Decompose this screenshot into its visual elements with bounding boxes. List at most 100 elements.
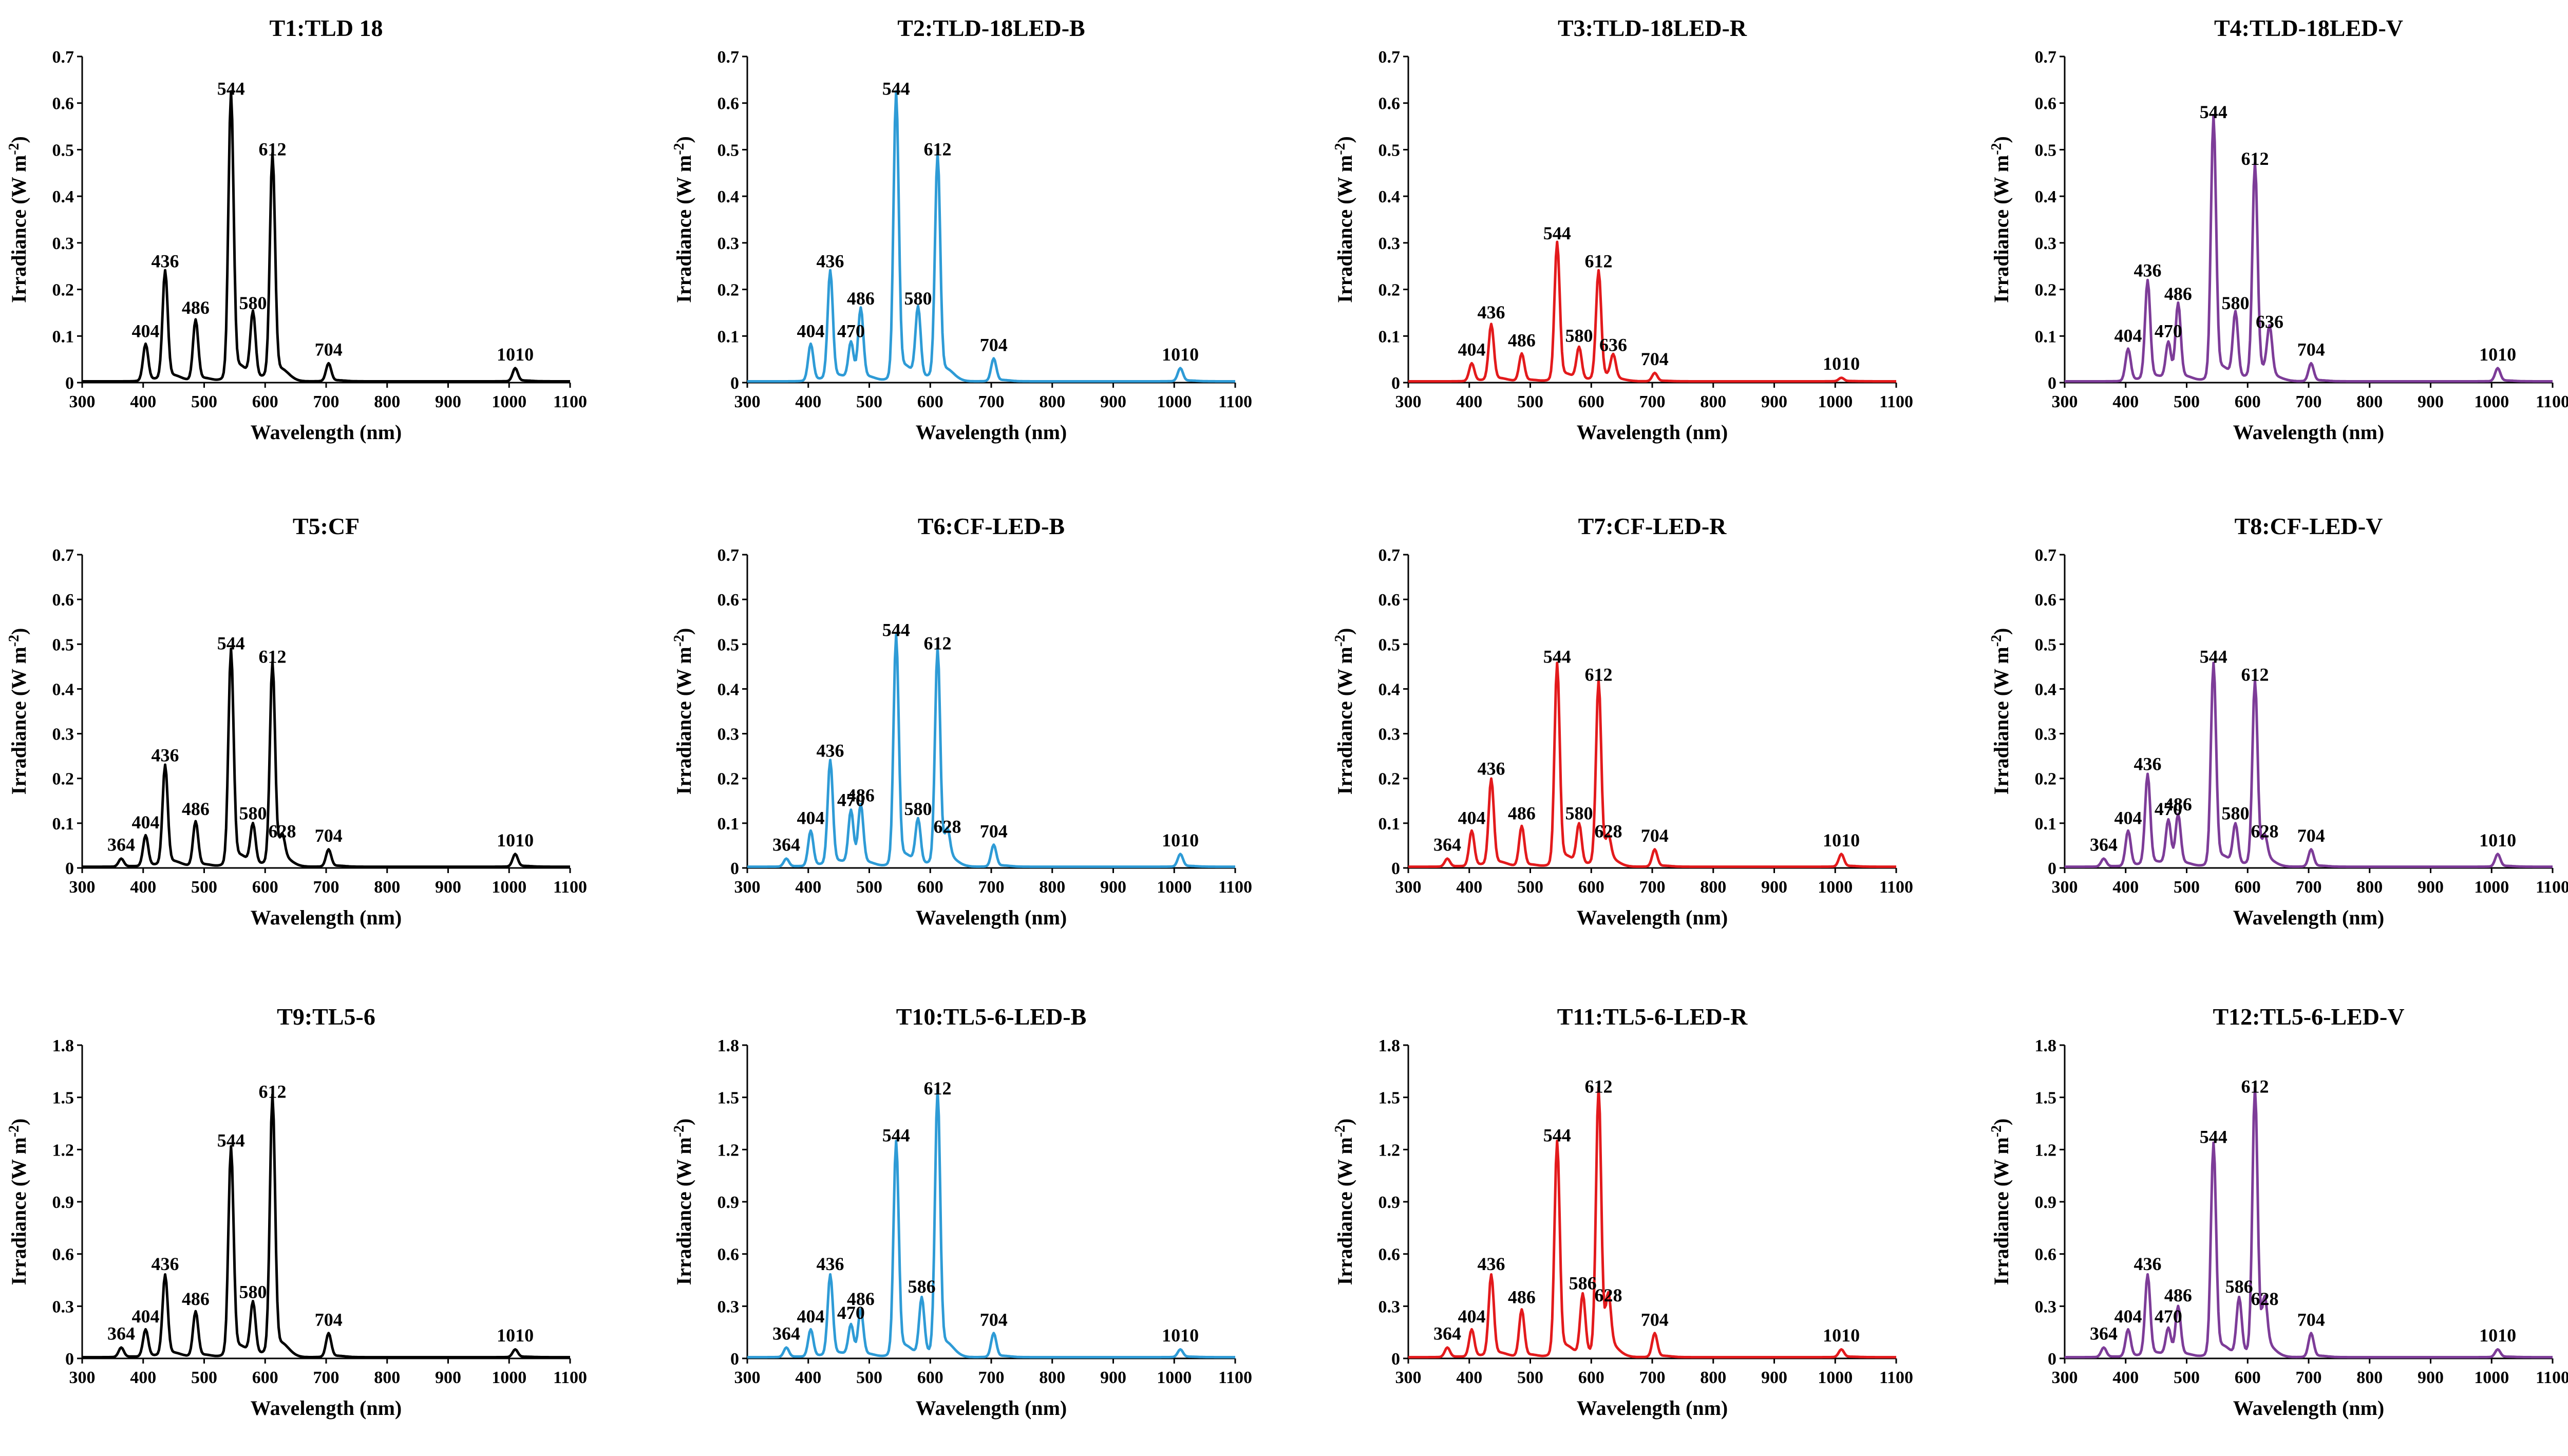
spectrum-line: [1408, 661, 1897, 868]
y-tick-label: 0.2: [2035, 770, 2057, 789]
x-tick-label: 1000: [2474, 1368, 2509, 1387]
y-tick-label: 0.9: [2035, 1193, 2057, 1212]
x-tick-label: 300: [734, 392, 761, 411]
x-tick-label: 400: [2112, 392, 2139, 411]
y-tick-label: 0.4: [52, 187, 74, 206]
peak-label-586: 586: [908, 1276, 936, 1297]
panel-title: T6:CF-LED-B: [918, 513, 1065, 539]
x-axis-label: Wavelength (nm): [916, 906, 1067, 929]
peak-label-486: 486: [1508, 1287, 1536, 1308]
peak-label-486: 486: [182, 1289, 210, 1309]
x-tick-label: 500: [191, 392, 217, 411]
peak-label-486: 486: [1508, 330, 1536, 351]
peak-label-612: 612: [1585, 251, 1613, 271]
peak-label-436: 436: [1478, 758, 1505, 779]
x-tick-label: 600: [252, 1368, 278, 1387]
x-tick-label: 800: [374, 1368, 400, 1387]
peak-label-1010: 1010: [497, 1325, 534, 1346]
peak-label-704: 704: [2297, 339, 2325, 360]
x-tick-label: 700: [2296, 878, 2322, 897]
x-tick-label: 500: [1517, 392, 1543, 411]
y-axis-label: Irradiance (W m-2): [1332, 628, 1356, 795]
x-tick-label: 300: [69, 878, 96, 897]
peak-label-1010: 1010: [1823, 830, 1860, 850]
x-tick-label: 800: [1700, 878, 1726, 897]
y-tick-label: 0.5: [717, 635, 740, 654]
peak-label-486: 486: [2164, 1285, 2192, 1306]
y-tick-label: 0.6: [1379, 94, 1401, 114]
peak-label-1010: 1010: [497, 344, 534, 365]
peak-label-470: 470: [837, 789, 865, 810]
x-tick-label: 600: [1578, 1368, 1604, 1387]
panel-2: T2:TLD-18LED-B 0 0.1 0.2 0.3 0.4 0.5 0.6 0.7 300 4…: [671, 15, 1252, 444]
y-tick-label: 0.9: [1379, 1193, 1401, 1212]
spectrum-line: [1408, 240, 1897, 383]
y-axis-label: Irradiance (W m-2): [1989, 1119, 2013, 1285]
y-axis-label: Irradiance (W m-2): [6, 628, 30, 795]
x-tick-label: 500: [191, 1368, 217, 1387]
peak-label-470: 470: [837, 1302, 865, 1323]
y-tick-label: 0: [1391, 374, 1400, 393]
y-tick-label: 0: [2048, 1350, 2056, 1369]
x-tick-label: 400: [2112, 1368, 2139, 1387]
y-tick-label: 0.9: [717, 1193, 740, 1212]
x-tick-label: 400: [1456, 392, 1482, 411]
panel-11: T11:TL5-6-LED-R 0 0.3 0.6 0.9 1.2 1.5 1.8 300 400…: [1332, 1004, 1913, 1420]
x-tick-label: 1000: [1818, 392, 1853, 411]
x-tick-label: 1100: [553, 1368, 587, 1387]
peak-label-704: 704: [980, 335, 1008, 355]
peak-label-404: 404: [132, 320, 160, 341]
peak-label-436: 436: [1478, 1254, 1505, 1274]
peak-label-470: 470: [2155, 320, 2182, 341]
x-axis-label: Wavelength (nm): [251, 1396, 402, 1420]
y-tick-label: 0.4: [2035, 680, 2057, 699]
y-tick-label: 0: [65, 1350, 74, 1369]
y-tick-label: 1.2: [717, 1141, 740, 1160]
peak-label-704: 704: [980, 821, 1008, 841]
peak-label-486: 486: [2164, 283, 2192, 304]
spectrum-line: [747, 90, 1236, 383]
peak-label-704: 704: [1641, 825, 1669, 846]
peak-label-364: 364: [772, 835, 800, 855]
peak-label-612: 612: [2241, 664, 2269, 685]
y-tick-label: 0.3: [2035, 234, 2057, 253]
peak-label-704: 704: [315, 339, 343, 360]
peak-label-486: 486: [1508, 803, 1536, 824]
x-tick-label: 1100: [1218, 878, 1252, 897]
peak-label-544: 544: [2200, 647, 2227, 667]
x-tick-label: 400: [2112, 878, 2139, 897]
x-tick-label: 500: [856, 878, 882, 897]
peak-label-612: 612: [1585, 1076, 1613, 1096]
peak-label-486: 486: [847, 288, 875, 309]
x-tick-label: 1000: [1157, 1368, 1192, 1387]
y-tick-label: 1.5: [1379, 1089, 1401, 1108]
y-tick-label: 0.5: [1379, 635, 1401, 654]
panel-title: T11:TL5-6-LED-R: [1557, 1004, 1748, 1030]
panel-6: T6:CF-LED-B 0 0.1 0.2 0.3 0.4 0.5 0.6 0.7 300 400 5…: [671, 513, 1252, 929]
peak-label-1010: 1010: [1162, 1325, 1199, 1346]
peak-label-486: 486: [182, 799, 210, 819]
y-axis-label: Irradiance (W m-2): [1989, 628, 2013, 795]
x-axis-label: Wavelength (nm): [1577, 906, 1728, 929]
x-tick-label: 400: [130, 1368, 156, 1387]
panel-3: T3:TLD-18LED-R 0 0.1 0.2 0.3 0.4 0.5 0.6 0.7 300 4…: [1332, 15, 1913, 444]
y-tick-label: 0.4: [717, 680, 740, 699]
peak-label-404: 404: [797, 807, 825, 828]
peak-label-486: 486: [2164, 794, 2192, 815]
x-tick-label: 500: [2174, 878, 2200, 897]
y-tick-label: 0.6: [1379, 591, 1401, 610]
peak-label-612: 612: [259, 1082, 287, 1102]
x-tick-label: 1100: [1879, 1368, 1913, 1387]
y-tick-label: 0.6: [1379, 1245, 1401, 1264]
peak-label-580: 580: [1565, 803, 1593, 824]
x-tick-label: 600: [2235, 392, 2261, 411]
panel-title: T10:TL5-6-LED-B: [896, 1004, 1087, 1030]
y-tick-label: 0: [1391, 859, 1400, 878]
x-tick-label: 600: [2235, 878, 2261, 897]
y-tick-label: 0.5: [52, 635, 74, 654]
x-tick-label: 500: [856, 392, 882, 411]
x-axis-label: Wavelength (nm): [916, 421, 1067, 444]
y-tick-label: 0.1: [1379, 815, 1401, 834]
y-tick-label: 0.7: [1379, 48, 1401, 67]
y-tick-label: 0.7: [2035, 48, 2057, 67]
